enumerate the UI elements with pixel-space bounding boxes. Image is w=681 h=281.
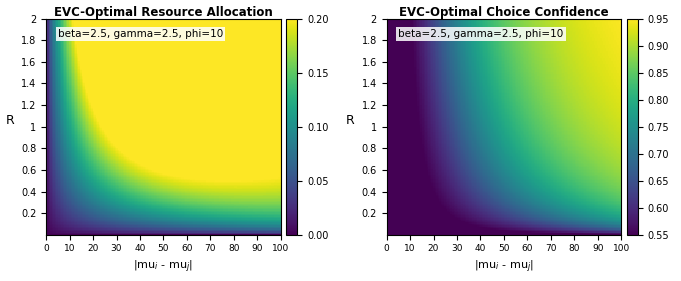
Y-axis label: R: R [5,114,14,127]
Text: beta=2.5, gamma=2.5, phi=10: beta=2.5, gamma=2.5, phi=10 [398,30,564,39]
Title: EVC-Optimal Resource Allocation: EVC-Optimal Resource Allocation [54,6,273,19]
Title: EVC-Optimal Choice Confidence: EVC-Optimal Choice Confidence [399,6,609,19]
Text: beta=2.5, gamma=2.5, phi=10: beta=2.5, gamma=2.5, phi=10 [58,30,223,39]
Y-axis label: R: R [346,114,355,127]
X-axis label: |mu$_i$ - mu$_j$|: |mu$_i$ - mu$_j$| [474,259,534,275]
X-axis label: |mu$_i$ - mu$_j$|: |mu$_i$ - mu$_j$| [133,259,193,275]
